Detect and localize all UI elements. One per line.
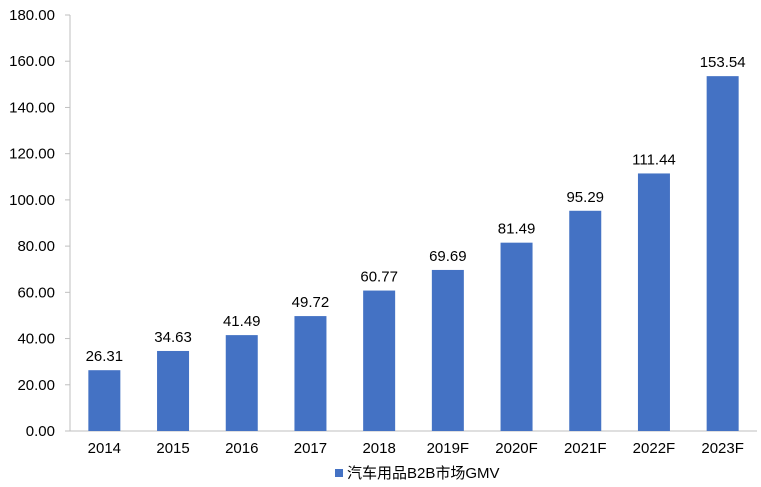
bar-value-label: 81.49 bbox=[498, 221, 536, 238]
bar bbox=[569, 210, 602, 431]
x-axis: 2014 2015 2016 2017 2018 2019F 2020F 2021F 2022F… bbox=[70, 430, 757, 457]
bar-value-label: 60.77 bbox=[360, 269, 398, 286]
bar bbox=[294, 316, 327, 431]
bar-value-label: 26.31 bbox=[86, 348, 124, 365]
bar bbox=[225, 335, 258, 431]
y-tick-label: 140.00 bbox=[9, 99, 55, 116]
x-tick-label: 2020F bbox=[495, 440, 538, 457]
legend-label: 汽车用品B2B市场GMV bbox=[347, 465, 500, 482]
x-tick-label: 2021F bbox=[564, 440, 607, 457]
bar-value-label: 49.72 bbox=[292, 294, 330, 311]
bar-value-label: 69.69 bbox=[429, 248, 467, 265]
x-tick-label: 2015 bbox=[156, 440, 189, 457]
bar-value-label: 34.63 bbox=[154, 329, 192, 346]
x-tick-label: 2014 bbox=[88, 440, 121, 457]
bar bbox=[363, 290, 396, 431]
y-axis: 0.00 20.00 40.00 60.00 80.00 100.00 120.00 140.… bbox=[9, 7, 71, 440]
bar-series bbox=[88, 76, 739, 432]
x-tick-label: 2022F bbox=[633, 440, 676, 457]
x-tick-label: 2019F bbox=[427, 440, 470, 457]
y-tick-label: 180.00 bbox=[9, 7, 55, 24]
bar-value-label: 95.29 bbox=[566, 189, 604, 206]
bar bbox=[500, 242, 533, 431]
bar bbox=[157, 350, 190, 431]
y-tick-label: 20.00 bbox=[17, 377, 55, 394]
x-tick-label: 2018 bbox=[362, 440, 395, 457]
bar bbox=[706, 76, 739, 431]
bar-value-label: 41.49 bbox=[223, 313, 261, 330]
y-tick-label: 80.00 bbox=[17, 238, 55, 255]
x-tick-label: 2023F bbox=[701, 440, 744, 457]
y-tick-label: 0.00 bbox=[26, 423, 55, 440]
legend-swatch bbox=[335, 469, 343, 477]
legend: 汽车用品B2B市场GMV bbox=[335, 465, 500, 482]
y-tick-label: 60.00 bbox=[17, 284, 55, 301]
bar-value-label: 111.44 bbox=[632, 151, 676, 168]
bar bbox=[637, 173, 670, 432]
y-tick-label: 40.00 bbox=[17, 331, 55, 348]
y-tick-label: 120.00 bbox=[9, 146, 55, 163]
y-tick-label: 160.00 bbox=[9, 53, 55, 70]
x-tick-label: 2016 bbox=[225, 440, 258, 457]
y-tick-label: 100.00 bbox=[9, 192, 55, 209]
x-tick-label: 2017 bbox=[294, 440, 327, 457]
bar bbox=[431, 269, 464, 431]
bar-value-label: 153.54 bbox=[700, 54, 746, 71]
data-labels: 26.31 34.63 41.49 49.72 60.77 69.69 81.49 95.29… bbox=[86, 54, 746, 365]
bar bbox=[88, 370, 121, 431]
